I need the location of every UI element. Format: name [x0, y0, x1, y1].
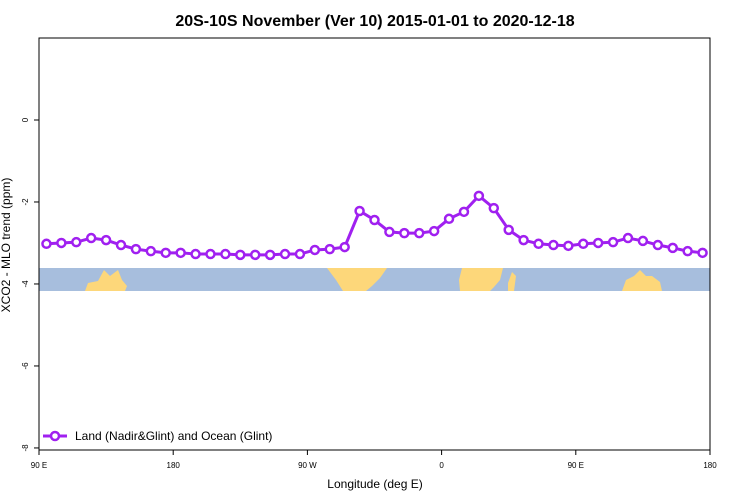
data-point	[160, 247, 171, 259]
series-line	[46, 193, 703, 257]
data-point	[682, 245, 693, 257]
data-point	[667, 242, 678, 254]
data-point	[473, 190, 485, 202]
data-point	[294, 248, 306, 260]
data-point	[697, 247, 708, 259]
data-point	[339, 241, 350, 253]
data-point	[369, 214, 380, 226]
data-point	[399, 227, 410, 239]
data-point	[548, 239, 559, 251]
data-point	[130, 243, 142, 255]
y-tick-label: -8	[21, 444, 30, 452]
data-point	[533, 238, 544, 250]
x-tick-label: 0	[439, 461, 444, 470]
data-point	[607, 236, 619, 248]
data-point	[264, 249, 276, 261]
data-point	[56, 237, 67, 249]
y-tick-label: 0	[21, 117, 30, 122]
data-point	[503, 224, 514, 236]
y-tick-label: -2	[21, 198, 30, 206]
data-point	[518, 234, 529, 246]
data-point	[175, 247, 186, 259]
x-tick-label: 90 E	[31, 461, 47, 470]
data-point	[115, 239, 127, 251]
plot-frame	[38, 37, 711, 451]
data-point	[637, 235, 649, 247]
data-point	[443, 213, 455, 225]
data-point	[622, 232, 634, 244]
data-point	[100, 234, 112, 246]
data-point	[71, 236, 82, 248]
data-point	[488, 202, 500, 214]
y-axis-label: XCO2 - MLO trend (ppm)	[0, 178, 13, 313]
data-point	[235, 249, 246, 261]
chart-title: 20S-10S November (Ver 10) 2015-01-01 to …	[175, 13, 574, 30]
data-point	[279, 248, 291, 260]
x-tick-label: 90 W	[298, 461, 317, 470]
data-point	[220, 248, 231, 260]
y-tick-label: -4	[21, 280, 30, 288]
y-tick-label: -6	[21, 362, 30, 370]
data-point	[354, 205, 365, 217]
data-point	[384, 226, 395, 238]
data-point	[563, 240, 574, 252]
x-tick-label: 180	[703, 461, 717, 470]
data-point	[324, 243, 336, 255]
data-point	[413, 227, 425, 239]
data-point	[205, 248, 216, 260]
x-axis-label: Longitude (deg E)	[327, 477, 422, 491]
data-point	[578, 238, 589, 250]
legend-label: Land (Nadir&Glint) and Ocean (Glint)	[75, 429, 272, 443]
data-point	[190, 248, 201, 260]
map-strip	[39, 268, 710, 291]
x-tick-label: 180	[167, 461, 181, 470]
data-point	[41, 238, 52, 250]
data-point	[85, 232, 97, 244]
data-point	[652, 239, 664, 251]
data-point	[309, 244, 321, 256]
data-point	[592, 237, 604, 249]
data-point	[458, 206, 470, 218]
data-point	[145, 245, 157, 257]
legend-marker	[49, 430, 61, 442]
data-point	[249, 249, 261, 261]
data-point	[428, 225, 440, 237]
x-tick-label: 90 E	[568, 461, 584, 470]
